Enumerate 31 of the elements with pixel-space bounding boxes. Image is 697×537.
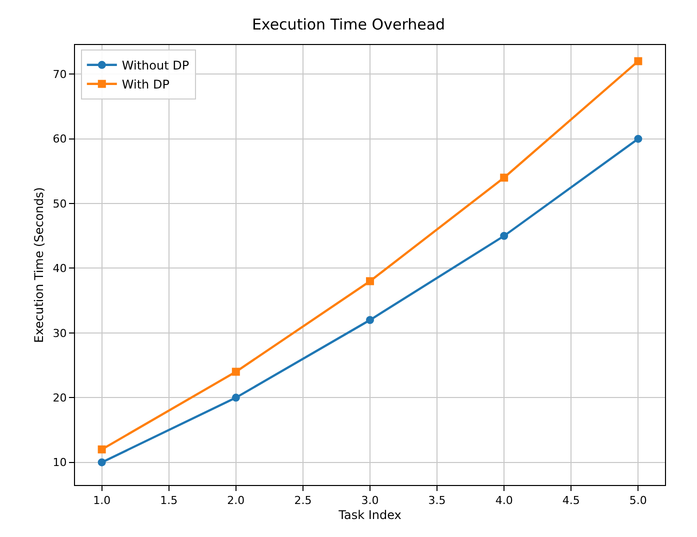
point [98, 458, 106, 466]
x-tick-label: 1.0 [93, 494, 111, 508]
point [232, 368, 240, 376]
point [98, 445, 106, 454]
legend-label: Without DP [122, 58, 190, 73]
point [634, 57, 642, 66]
point [500, 232, 508, 240]
y-tick-label: 10 [52, 456, 67, 470]
x-tick-label: 1.5 [160, 494, 178, 508]
x-tick-label: 2.0 [227, 494, 245, 508]
legend-label: With DP [122, 78, 170, 92]
x-tick-label: 4.5 [562, 494, 580, 508]
y-tick-label: 70 [52, 68, 67, 81]
x-tick-label: 3.5 [428, 494, 446, 508]
chart-title: Execution Time Overhead [252, 15, 446, 34]
x-tick-label: 5.0 [629, 494, 647, 508]
y-tick-label: 20 [52, 392, 67, 404]
x-tick-label: 2.5 [294, 494, 312, 508]
y-tick-label: 30 [52, 326, 67, 340]
point [366, 277, 374, 286]
y-tick-label: 50 [52, 197, 67, 210]
x-tick-label: 3.0 [361, 494, 379, 508]
x-tick-label: 4.0 [495, 494, 513, 508]
y-tick-label: 40 [52, 262, 67, 276]
point [500, 174, 508, 182]
point [634, 134, 642, 143]
point [366, 316, 374, 324]
y-axis-title: Execution Time (Seconds) [32, 187, 46, 343]
x-axis-title: Task Index [338, 508, 402, 522]
point [232, 394, 240, 402]
y-tick-label: 60 [52, 132, 67, 146]
